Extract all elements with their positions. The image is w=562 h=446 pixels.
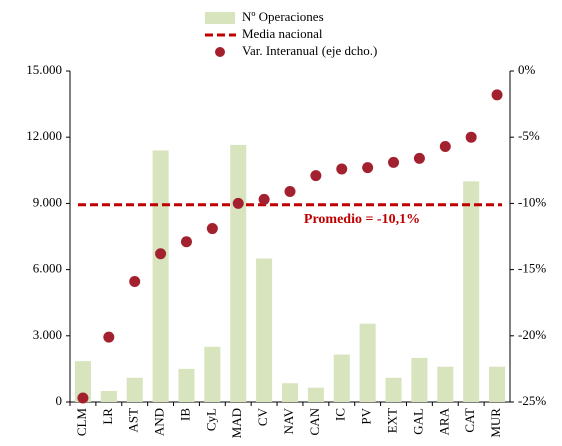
x-tick-label: LR <box>100 408 115 425</box>
bar <box>385 377 402 402</box>
point <box>258 193 270 205</box>
point <box>439 140 451 152</box>
legend-label: Nº Operaciones <box>242 9 324 24</box>
bar <box>152 150 169 402</box>
point <box>284 185 296 197</box>
legend-label: Media nacional <box>242 26 323 41</box>
point <box>310 170 322 182</box>
bar <box>307 387 324 402</box>
bar <box>256 258 273 402</box>
bar <box>411 357 428 402</box>
bar <box>359 323 376 402</box>
x-tick-label: AND <box>152 408 167 436</box>
x-tick-label: IB <box>177 408 192 421</box>
bar <box>437 366 454 402</box>
legend-swatch <box>205 12 235 24</box>
x-tick-label: CV <box>255 407 270 426</box>
y2-tick-label: -25% <box>518 393 546 408</box>
y2-tick-label: -10% <box>518 194 546 209</box>
y2-tick-label: -15% <box>518 261 546 276</box>
y2-tick-label: -20% <box>518 327 546 342</box>
x-tick-label: CAN <box>307 407 322 435</box>
y-tick-label: 9.000 <box>33 194 62 209</box>
y-tick-label: 15.000 <box>26 62 62 77</box>
legend-label: Var. Interanual (eje dcho.) <box>242 43 377 58</box>
point <box>388 156 400 168</box>
y-tick-label: 3.000 <box>33 327 62 342</box>
bar <box>100 390 117 402</box>
x-tick-label: IC <box>333 408 348 421</box>
x-tick-label: AST <box>126 408 141 433</box>
x-tick-label: GAL <box>410 408 425 435</box>
point <box>103 331 115 343</box>
x-tick-label: EXT <box>385 408 400 433</box>
point <box>155 248 167 260</box>
y-tick-label: 0 <box>56 393 63 408</box>
x-tick-label: PV <box>359 407 374 424</box>
point <box>362 162 374 174</box>
x-tick-label: CLM <box>74 408 89 437</box>
point <box>206 223 218 235</box>
bar <box>333 354 350 402</box>
bar <box>126 377 143 402</box>
x-tick-label: MUR <box>488 408 503 438</box>
bar <box>204 346 221 402</box>
y-tick-label: 6.000 <box>33 261 62 276</box>
legend-swatch <box>215 47 225 57</box>
y2-tick-label: 0% <box>518 62 536 77</box>
x-tick-label: CAT <box>462 408 477 433</box>
point <box>413 152 425 164</box>
x-tick-label: CyL <box>203 408 218 431</box>
x-tick-label: MAD <box>229 408 244 438</box>
x-tick-label: ARA <box>436 407 451 435</box>
x-tick-label: NAV <box>281 407 296 434</box>
point <box>491 89 503 101</box>
annotation: Promedio = -10,1% <box>304 212 420 227</box>
bar <box>74 361 91 402</box>
point <box>180 236 192 248</box>
point <box>336 163 348 175</box>
bar <box>489 366 506 402</box>
y-tick-label: 12.000 <box>26 128 62 143</box>
bar <box>178 368 195 402</box>
point <box>77 392 89 404</box>
point <box>232 197 244 209</box>
point <box>129 276 141 288</box>
y2-tick-label: -5% <box>518 128 540 143</box>
point <box>465 131 477 143</box>
bar <box>230 144 247 402</box>
bar <box>281 383 299 402</box>
bar <box>463 181 480 402</box>
